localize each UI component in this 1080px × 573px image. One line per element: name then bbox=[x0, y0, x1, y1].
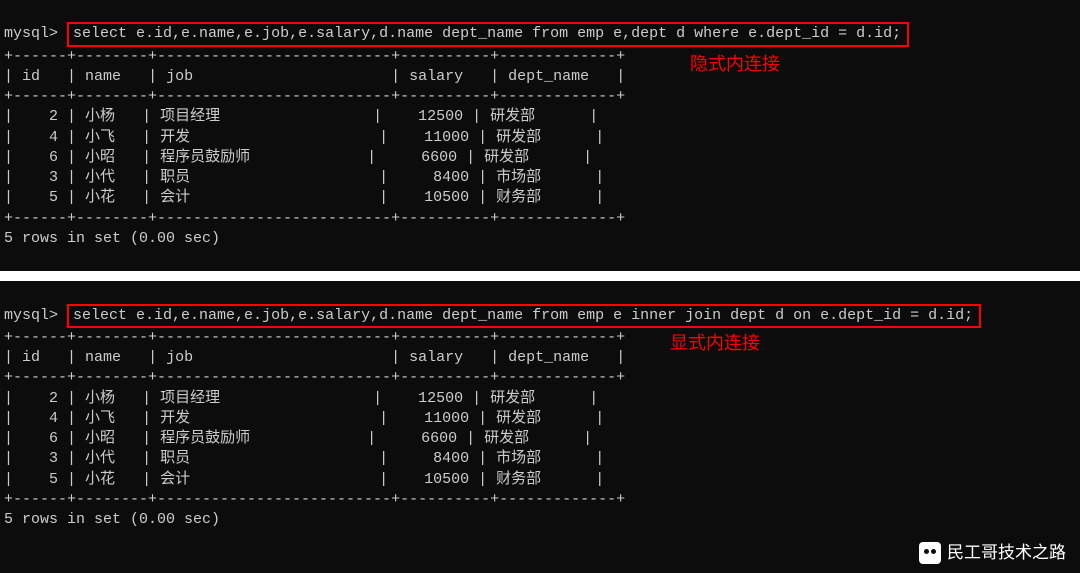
terminal-block-explicit-join: mysql> select e.id,e.name,e.job,e.salary… bbox=[0, 281, 1080, 573]
table-row: | 5 | 小花 | 会计 | 10500 | 财务部 | bbox=[4, 471, 604, 488]
mysql-prompt: mysql> bbox=[4, 25, 58, 42]
table-row: | 4 | 小飞 | 开发 | 11000 | 研发部 | bbox=[4, 129, 604, 146]
table-border-top: +------+--------+-----------------------… bbox=[4, 48, 625, 65]
table-border-mid: +------+--------+-----------------------… bbox=[4, 369, 625, 386]
watermark: 民工哥技术之路 bbox=[919, 542, 1066, 565]
table-row: | 5 | 小花 | 会计 | 10500 | 财务部 | bbox=[4, 189, 604, 206]
table-header-row: | id | name | job | salary | dept_name | bbox=[4, 349, 625, 366]
table-border-top: +------+--------+-----------------------… bbox=[4, 329, 625, 346]
wechat-icon bbox=[919, 542, 941, 564]
sql-query-explicit: select e.id,e.name,e.job,e.salary,d.name… bbox=[67, 304, 981, 328]
annotation-explicit-join: 显式内连接 bbox=[670, 331, 760, 355]
table-row: | 6 | 小昭 | 程序员鼓励师 | 6600 | 研发部 | bbox=[4, 430, 592, 447]
table-row: | 2 | 小杨 | 项目经理 | 12500 | 研发部 | bbox=[4, 108, 598, 125]
result-footer: 5 rows in set (0.00 sec) bbox=[4, 230, 220, 247]
table-row: | 2 | 小杨 | 项目经理 | 12500 | 研发部 | bbox=[4, 390, 598, 407]
table-row: | 3 | 小代 | 职员 | 8400 | 市场部 | bbox=[4, 169, 604, 186]
table-header-row: | id | name | job | salary | dept_name | bbox=[4, 68, 625, 85]
table-row: | 6 | 小昭 | 程序员鼓励师 | 6600 | 研发部 | bbox=[4, 149, 592, 166]
table-border-bottom: +------+--------+-----------------------… bbox=[4, 210, 625, 227]
sql-query-implicit: select e.id,e.name,e.job,e.salary,d.name… bbox=[67, 22, 909, 46]
result-footer: 5 rows in set (0.00 sec) bbox=[4, 511, 220, 528]
table-border-mid: +------+--------+-----------------------… bbox=[4, 88, 625, 105]
annotation-implicit-join: 隐式内连接 bbox=[690, 52, 780, 76]
table-row: | 3 | 小代 | 职员 | 8400 | 市场部 | bbox=[4, 450, 604, 467]
terminal-block-implicit-join: mysql> select e.id,e.name,e.job,e.salary… bbox=[0, 0, 1080, 271]
watermark-text: 民工哥技术之路 bbox=[947, 542, 1066, 565]
table-border-bottom: +------+--------+-----------------------… bbox=[4, 491, 625, 508]
table-row: | 4 | 小飞 | 开发 | 11000 | 研发部 | bbox=[4, 410, 604, 427]
mysql-prompt: mysql> bbox=[4, 307, 58, 324]
